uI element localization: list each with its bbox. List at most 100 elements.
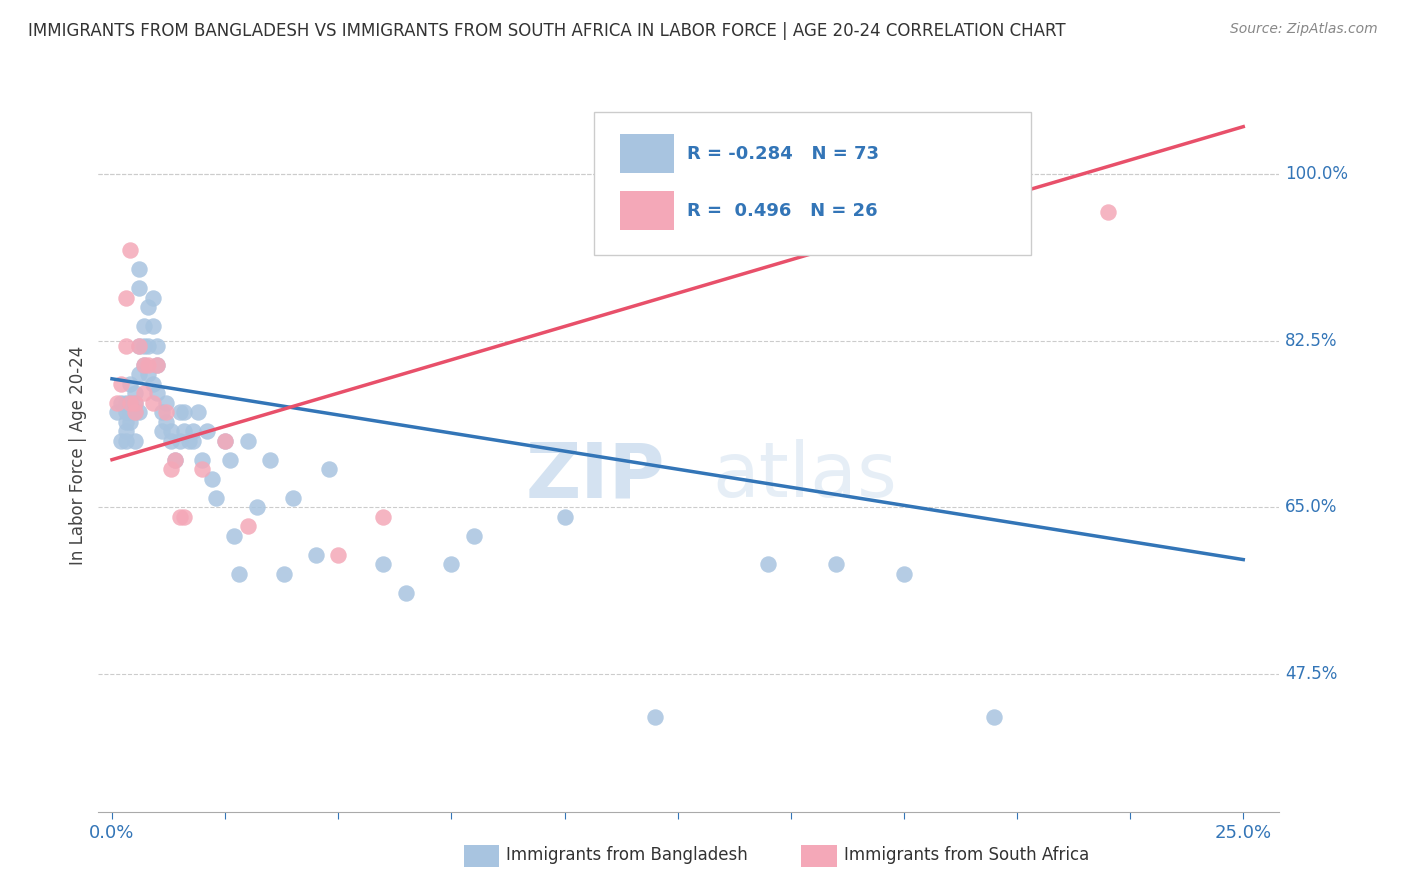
Point <box>440 558 463 572</box>
Point <box>169 434 191 448</box>
Point <box>142 291 165 305</box>
Point <box>273 566 295 581</box>
Point <box>132 358 155 372</box>
Point <box>318 462 340 476</box>
Point <box>463 529 485 543</box>
Point <box>124 405 146 419</box>
Point <box>960 167 983 181</box>
Point <box>124 405 146 419</box>
FancyBboxPatch shape <box>595 112 1032 255</box>
Point <box>553 509 575 524</box>
Point <box>146 358 169 372</box>
Point <box>205 491 228 505</box>
Text: R =  0.496   N = 26: R = 0.496 N = 26 <box>686 202 877 219</box>
Point <box>155 395 177 409</box>
Point <box>114 338 136 352</box>
Point <box>373 509 395 524</box>
Point <box>114 405 136 419</box>
Point <box>136 367 159 381</box>
Point <box>373 558 395 572</box>
Point <box>159 424 181 438</box>
Point <box>236 519 259 533</box>
Point <box>183 424 205 438</box>
Point <box>228 566 250 581</box>
Point <box>146 386 169 401</box>
Text: IMMIGRANTS FROM BANGLADESH VS IMMIGRANTS FROM SOUTH AFRICA IN LABOR FORCE | AGE : IMMIGRANTS FROM BANGLADESH VS IMMIGRANTS… <box>28 22 1066 40</box>
Point <box>120 405 142 419</box>
Point <box>165 452 187 467</box>
Point <box>177 434 200 448</box>
Text: ZIP: ZIP <box>526 440 665 513</box>
Point <box>173 509 195 524</box>
Point <box>110 395 132 409</box>
Point <box>224 529 246 543</box>
Point <box>150 405 173 419</box>
Point <box>169 509 191 524</box>
Point <box>132 338 155 352</box>
Point <box>124 434 146 448</box>
Point <box>128 338 150 352</box>
Point <box>114 434 136 448</box>
Point <box>110 434 132 448</box>
Point <box>142 319 165 334</box>
Y-axis label: In Labor Force | Age 20-24: In Labor Force | Age 20-24 <box>69 345 87 565</box>
Point <box>165 452 187 467</box>
Point <box>132 358 155 372</box>
Point <box>173 424 195 438</box>
Point <box>395 586 418 600</box>
Point <box>124 386 146 401</box>
Point <box>195 424 218 438</box>
Point <box>132 386 155 401</box>
Point <box>142 395 165 409</box>
Point <box>128 405 150 419</box>
Point <box>214 434 236 448</box>
Point <box>246 500 269 515</box>
Point <box>120 415 142 429</box>
Point <box>114 291 136 305</box>
Point <box>218 452 240 467</box>
Point <box>132 319 155 334</box>
Text: Immigrants from Bangladesh: Immigrants from Bangladesh <box>506 847 748 864</box>
Point <box>128 262 150 277</box>
Point <box>214 434 236 448</box>
Bar <box>620 191 673 230</box>
Point <box>146 358 169 372</box>
Point <box>136 301 159 315</box>
Point <box>155 415 177 429</box>
Point <box>124 395 146 409</box>
Point <box>120 244 142 258</box>
Point <box>159 434 181 448</box>
Point <box>128 338 150 352</box>
Text: 100.0%: 100.0% <box>1285 165 1348 183</box>
Point <box>169 405 191 419</box>
Point <box>120 395 142 409</box>
Point <box>187 405 209 419</box>
Point <box>120 395 142 409</box>
Point <box>236 434 259 448</box>
Point <box>114 395 136 409</box>
Point <box>150 424 173 438</box>
Point <box>105 405 128 419</box>
Point <box>756 558 779 572</box>
Point <box>259 452 281 467</box>
Bar <box>620 134 673 173</box>
Point <box>893 566 915 581</box>
Point <box>155 405 177 419</box>
Point <box>200 472 222 486</box>
Point <box>191 462 214 476</box>
Text: R = -0.284   N = 73: R = -0.284 N = 73 <box>686 145 879 162</box>
Point <box>114 415 136 429</box>
Text: 65.0%: 65.0% <box>1285 499 1337 516</box>
Point <box>159 462 181 476</box>
Point <box>825 558 848 572</box>
Point <box>128 281 150 295</box>
Point <box>120 376 142 391</box>
Text: 47.5%: 47.5% <box>1285 665 1337 682</box>
Text: atlas: atlas <box>713 440 897 513</box>
Text: Immigrants from South Africa: Immigrants from South Africa <box>844 847 1088 864</box>
Point <box>983 709 1005 723</box>
Point <box>124 395 146 409</box>
Point <box>644 709 666 723</box>
Point <box>114 424 136 438</box>
Point <box>128 367 150 381</box>
